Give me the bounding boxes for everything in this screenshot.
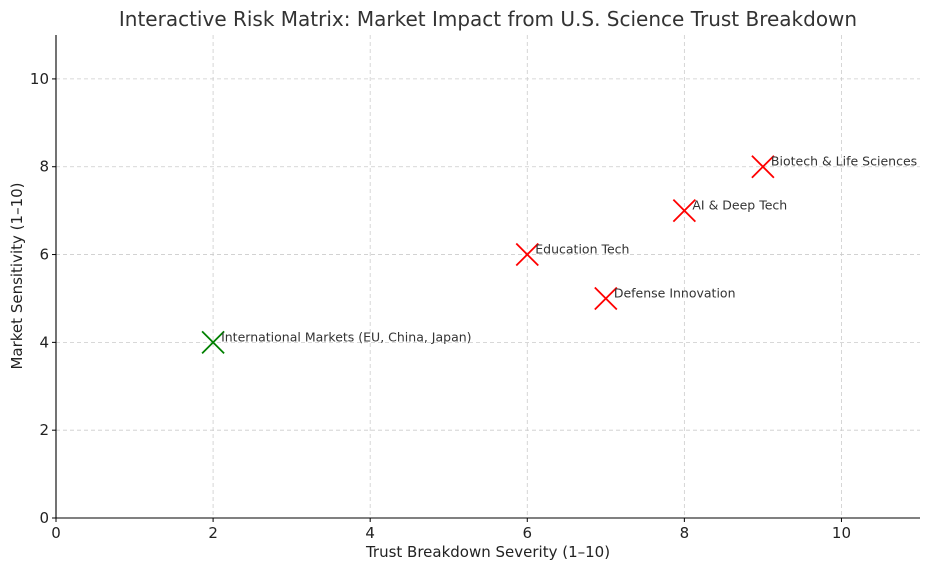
point-label: Biotech & Life Sciences [771, 154, 917, 169]
point-label: International Markets (EU, China, Japan) [221, 329, 471, 344]
y-tick-label: 2 [39, 421, 49, 439]
x-tick-label: 2 [208, 524, 218, 542]
data-point: Biotech & Life Sciences [751, 154, 917, 179]
point-label: AI & Deep Tech [692, 198, 787, 213]
data-point: Defense Innovation [594, 285, 736, 311]
point-marker-stroke [594, 286, 618, 311]
point-marker-stroke [201, 330, 225, 355]
x-axis-label: Trust Breakdown Severity (1–10) [365, 543, 610, 561]
x-tick-label: 10 [832, 524, 851, 542]
x-tick-label: 6 [522, 524, 532, 542]
y-axis-label: Market Sensitivity (1–10) [8, 182, 26, 369]
y-tick-label: 8 [39, 158, 49, 176]
point-marker-stroke [515, 242, 539, 267]
grid-lines [55, 35, 920, 519]
y-tick-label: 0 [39, 509, 49, 527]
chart-title: Interactive Risk Matrix: Market Impact f… [119, 7, 857, 31]
data-point: Education Tech [515, 242, 629, 267]
y-tick-label: 10 [30, 70, 49, 88]
point-marker-stroke [672, 198, 697, 223]
point-label: Defense Innovation [614, 285, 736, 300]
x-tick-label: 4 [365, 524, 375, 542]
data-points: AI & Deep Tech Biotech & Life Sciences Def… [201, 154, 917, 355]
data-point: AI & Deep Tech [672, 198, 787, 223]
y-tick-label: 6 [39, 246, 49, 264]
x-tick-label: 8 [680, 524, 690, 542]
data-point: International Markets (EU, China, Japan) [201, 329, 472, 355]
x-tick-label: 0 [51, 524, 61, 542]
axis-ticks: 0 2 4 6 8 10 0 2 4 6 8 10 [30, 70, 851, 542]
y-tick-label: 4 [39, 333, 49, 351]
point-label: Education Tech [535, 242, 629, 257]
point-marker-stroke [751, 155, 775, 179]
